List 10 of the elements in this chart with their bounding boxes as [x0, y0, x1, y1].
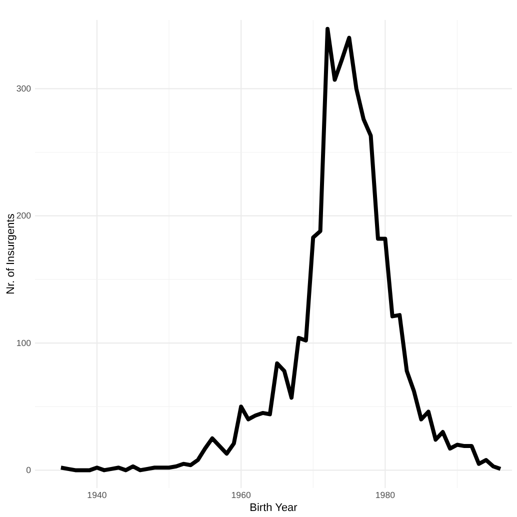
- x-tick-label: 1980: [375, 490, 396, 500]
- y-tick-label: 0: [26, 465, 32, 476]
- x-axis-title: Birth Year: [250, 502, 298, 514]
- y-tick-label: 300: [16, 83, 32, 94]
- y-tick-label: 100: [16, 338, 32, 348]
- x-tick-label: 1940: [87, 490, 107, 500]
- line-series: [58, 26, 502, 472]
- x-tick-label: 1960: [231, 490, 251, 500]
- y-axis-title: Nr. of Insurgents: [5, 213, 17, 294]
- y-tick-label: 200: [16, 210, 32, 221]
